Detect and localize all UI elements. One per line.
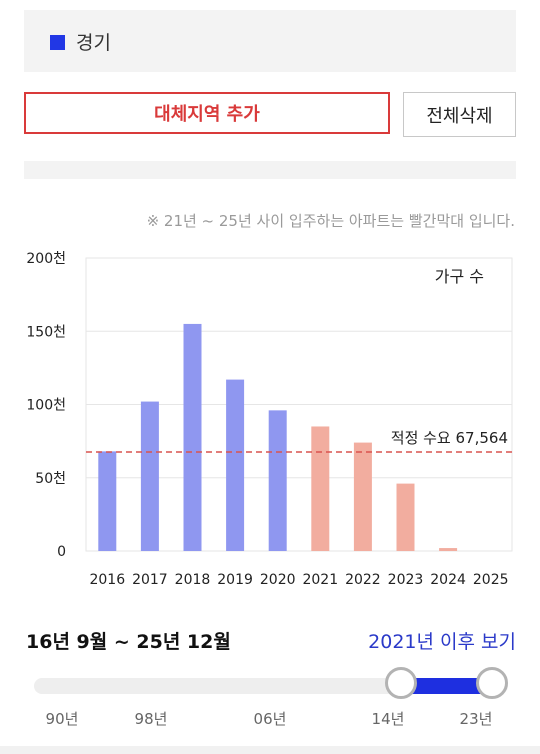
slider-selected-range xyxy=(401,678,492,694)
y-tick-label: 0 xyxy=(57,544,66,560)
household-bar-chart: 0 50천 100천 150천 200천 2016 2017 2018 2019 2020 2021… xyxy=(26,251,513,588)
slider-tick-label: 14년 xyxy=(371,710,405,728)
clear-all-button[interactable]: 전체삭제 xyxy=(403,92,516,137)
x-tick-label: 2016 xyxy=(89,572,125,588)
slider-tick-label: 23년 xyxy=(459,710,493,728)
slider-end-handle[interactable] xyxy=(476,667,508,699)
bar xyxy=(183,323,202,551)
bar xyxy=(439,548,458,551)
x-tick-label: 2021 xyxy=(302,572,338,588)
bar xyxy=(226,379,245,551)
x-tick-label: 2020 xyxy=(260,572,296,588)
period-label: 16년 9월 ~ 25년 12월 xyxy=(26,631,231,653)
y-tick-label: 150천 xyxy=(26,324,66,340)
x-tick-label: 2024 xyxy=(430,572,466,588)
x-tick-label: 2022 xyxy=(345,572,381,588)
region-color-swatch xyxy=(50,35,65,50)
region-name: 경기 xyxy=(76,32,111,54)
slider-tick-label: 06년 xyxy=(253,710,287,728)
bar xyxy=(311,426,330,551)
slider-tick-label: 90년 xyxy=(45,710,79,728)
x-tick-label: 2017 xyxy=(132,572,168,588)
period-slider[interactable]: 90년 98년 06년 14년 23년 xyxy=(0,660,540,740)
bar xyxy=(396,483,415,551)
x-tick-label: 2023 xyxy=(388,572,424,588)
x-tick-label: 2025 xyxy=(473,572,509,588)
bar xyxy=(353,442,372,551)
x-tick-label: 2019 xyxy=(217,572,253,588)
bottom-divider xyxy=(0,746,540,754)
x-tick-label: 2018 xyxy=(175,572,211,588)
bar xyxy=(140,401,159,551)
slider-start-handle[interactable] xyxy=(385,667,417,699)
section-divider xyxy=(24,161,516,179)
slider-tick-label: 98년 xyxy=(134,710,168,728)
reference-line-label: 적정 수요 67,564 xyxy=(391,429,508,447)
add-alternative-region-button[interactable]: 대체지역 추가 xyxy=(24,92,390,134)
y-tick-label: 100천 xyxy=(26,398,66,414)
view-after-2021-link[interactable]: 2021년 이후 보기 xyxy=(368,631,516,653)
bar xyxy=(98,451,117,551)
chart-note: ※ 21년 ~ 25년 사이 입주하는 아파트는 빨간막대 입니다. xyxy=(146,212,515,230)
y-tick-label: 200천 xyxy=(26,251,66,267)
chart-title: 가구 수 xyxy=(435,267,484,286)
region-card: 경기 xyxy=(24,10,516,72)
bar xyxy=(268,410,287,551)
y-tick-label: 50천 xyxy=(35,471,66,487)
